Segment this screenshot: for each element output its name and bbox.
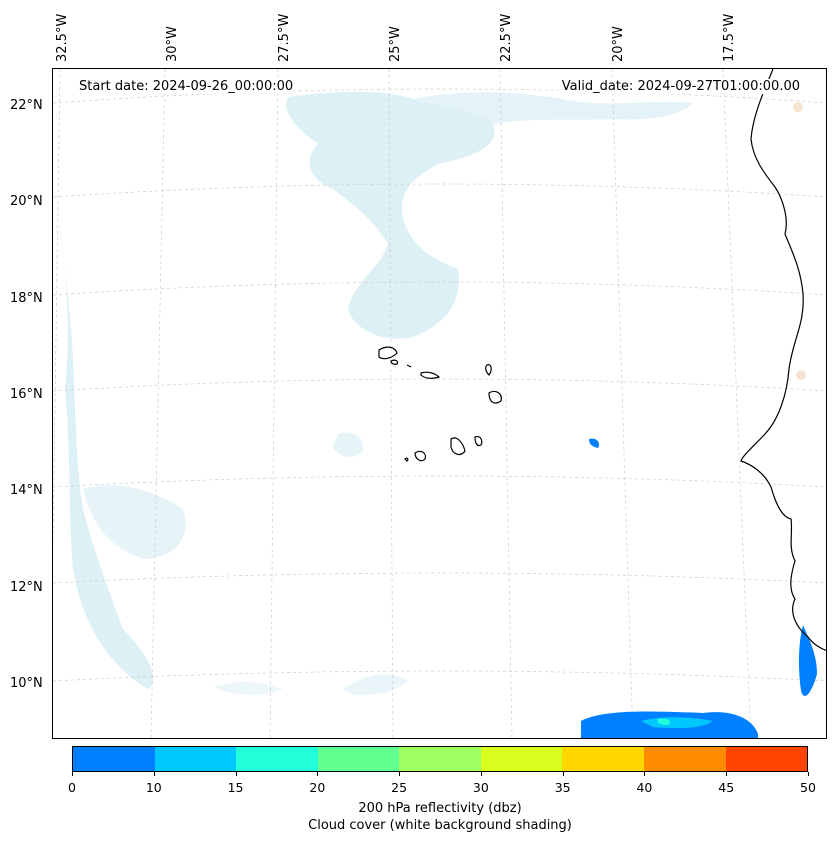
colorbar-segment bbox=[154, 747, 237, 771]
colorbar-tick-mark bbox=[317, 772, 319, 776]
colorbar-tick-label: 15 bbox=[227, 780, 244, 795]
colorbar-segment bbox=[236, 747, 318, 771]
colorbar-tick-label: 20 bbox=[309, 780, 326, 795]
cape-verde-islands bbox=[378, 346, 502, 462]
lat-label-12n: 12°N bbox=[10, 580, 43, 595]
colorbar-segment bbox=[562, 747, 644, 771]
lat-label-18n: 18°N bbox=[10, 291, 43, 306]
cloud-cover bbox=[58, 91, 693, 696]
graticule bbox=[53, 69, 826, 738]
map-canvas bbox=[53, 69, 826, 738]
colorbar-tick-label: 0 bbox=[68, 780, 76, 795]
colorbar-tick-label: 40 bbox=[636, 780, 653, 795]
colorbar-tick-label: 45 bbox=[718, 780, 735, 795]
feature-dot bbox=[793, 102, 803, 112]
colorbar-tick-mark bbox=[644, 772, 646, 776]
lon-label-20w: 20°W bbox=[611, 26, 626, 62]
colorbar-tick-mark bbox=[562, 772, 564, 776]
lon-label-30w: 30°W bbox=[165, 26, 180, 62]
lon-label-22-5w: 22.5°W bbox=[499, 13, 514, 62]
colorbar-segment bbox=[317, 747, 400, 771]
lon-label-27-5w: 27.5°W bbox=[277, 13, 292, 62]
colorbar-tick-mark bbox=[235, 772, 237, 776]
lat-label-22n: 22°N bbox=[10, 98, 43, 113]
reflectivity-patches bbox=[581, 438, 817, 738]
lon-label-17-5w: 17.5°W bbox=[722, 13, 737, 62]
colorbar-sublabel: Cloud cover (white background shading) bbox=[308, 818, 572, 833]
lat-label-16n: 16°N bbox=[10, 387, 43, 402]
valid-date-text: Valid_date: 2024-09-27T01:00:00.00 bbox=[561, 79, 800, 94]
colorbar-segment bbox=[725, 747, 808, 771]
colorbar-tick-mark bbox=[808, 772, 809, 776]
feature-dot bbox=[796, 370, 806, 380]
colorbar-tick-label: 50 bbox=[800, 780, 816, 795]
coastline bbox=[740, 69, 826, 651]
lat-label-14n: 14°N bbox=[10, 483, 43, 498]
start-date-text: Start date: 2024-09-26_00:00:00 bbox=[79, 79, 294, 94]
colorbar-tick-mark bbox=[72, 772, 73, 776]
lon-label-32-5w: 32.5°W bbox=[55, 13, 70, 62]
colorbar-tick-mark bbox=[399, 772, 401, 776]
colorbar-segment bbox=[73, 747, 155, 771]
colorbar-segment bbox=[399, 747, 481, 771]
colorbar-label: 200 hPa reflectivity (dbz) bbox=[358, 801, 522, 816]
colorbar-tick-label: 35 bbox=[554, 780, 571, 795]
colorbar bbox=[72, 746, 808, 772]
colorbar-tick-label: 30 bbox=[472, 780, 489, 795]
lon-label-25w: 25°W bbox=[388, 26, 403, 62]
colorbar-tick-label: 10 bbox=[145, 780, 162, 795]
colorbar-tick-mark bbox=[153, 772, 155, 776]
colorbar-tick-mark bbox=[726, 772, 728, 776]
colorbar-segment bbox=[480, 747, 563, 771]
map-frame: Start date: 2024-09-26_00:00:00 Valid_da… bbox=[52, 68, 827, 739]
colorbar-tick-mark bbox=[480, 772, 482, 776]
colorbar-segment bbox=[643, 747, 726, 771]
lat-label-20n: 20°N bbox=[10, 194, 43, 209]
lat-label-10n: 10°N bbox=[10, 676, 43, 691]
colorbar-tick-label: 25 bbox=[391, 780, 408, 795]
